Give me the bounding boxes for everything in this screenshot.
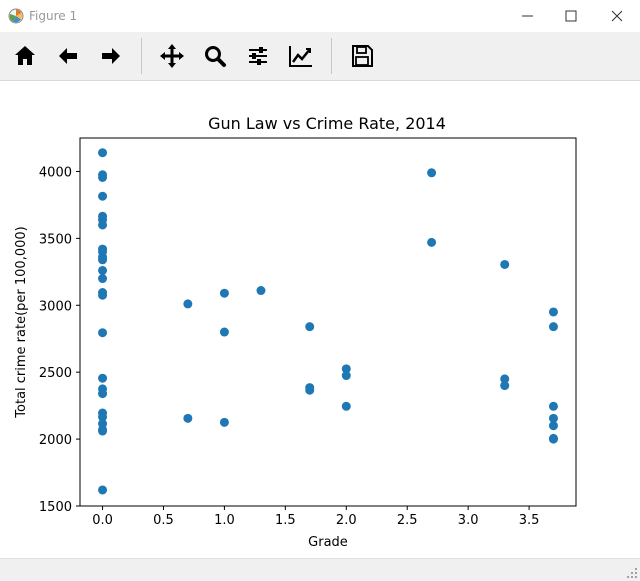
data-point <box>219 417 229 427</box>
data-point <box>98 220 108 230</box>
arrow-left-icon <box>59 48 77 64</box>
y-tick-label: 3500 <box>39 232 72 247</box>
x-tick-label: 3.5 <box>519 513 540 528</box>
move-icon <box>160 44 184 68</box>
plot-area-frame <box>79 137 577 507</box>
y-tick-label: 2500 <box>39 366 72 381</box>
data-point <box>98 172 108 182</box>
scatter-chart: Gun Law vs Crime Rate, 2014 0.0 0.5 1.0 1.5… <box>14 114 577 550</box>
configure-subplots-button[interactable] <box>243 41 273 71</box>
chart-line-icon <box>289 46 312 67</box>
matplotlib-logo-icon <box>8 8 24 24</box>
x-tick-label: 2.0 <box>336 513 357 528</box>
figure-canvas[interactable]: Gun Law vs Crime Rate, 2014 0.0 0.5 1.0 1.5… <box>0 81 640 558</box>
toolbar-separator <box>331 38 332 74</box>
data-point <box>183 413 193 423</box>
data-point <box>548 401 558 411</box>
data-point <box>341 364 351 374</box>
data-point <box>98 191 108 201</box>
forward-button[interactable] <box>96 41 126 71</box>
data-point <box>98 328 108 338</box>
data-point <box>305 385 315 395</box>
window-titlebar: Figure 1 <box>0 0 640 32</box>
home-icon <box>15 46 35 65</box>
minimize-button[interactable] <box>502 0 548 32</box>
save-button[interactable] <box>347 41 377 71</box>
chart-title: Gun Law vs Crime Rate, 2014 <box>208 114 446 133</box>
status-bar <box>0 558 640 581</box>
data-point <box>500 374 510 384</box>
arrow-right-icon <box>102 48 120 64</box>
close-icon <box>611 10 623 22</box>
data-point <box>341 401 351 411</box>
minimize-icon <box>522 15 533 17</box>
chart-marks <box>98 148 558 495</box>
edit-axis-button[interactable] <box>286 41 316 71</box>
y-tick-label: 4000 <box>39 165 72 180</box>
data-point <box>98 373 108 383</box>
data-point <box>256 286 266 296</box>
data-point <box>548 421 558 431</box>
y-tick-label: 3000 <box>39 299 72 314</box>
x-tick-label: 0.0 <box>92 513 113 528</box>
close-button[interactable] <box>594 0 640 32</box>
zoom-button[interactable] <box>200 41 230 71</box>
data-point <box>548 413 558 423</box>
y-tick-label: 1500 <box>39 500 72 515</box>
home-button[interactable] <box>10 41 40 71</box>
window-title: Figure 1 <box>29 9 78 23</box>
data-point <box>305 322 315 332</box>
maximize-icon <box>565 10 577 22</box>
magnifier-icon <box>205 46 226 67</box>
toolbar-separator <box>141 38 142 74</box>
resize-grip-icon[interactable] <box>626 567 638 579</box>
data-point <box>98 290 108 300</box>
data-point <box>98 255 108 265</box>
data-point <box>427 168 437 178</box>
sliders-icon <box>249 47 267 65</box>
data-point <box>98 274 108 284</box>
x-tick-label: 1.5 <box>275 513 296 528</box>
data-point <box>98 485 108 495</box>
data-point <box>219 327 229 337</box>
data-point <box>98 148 108 158</box>
back-button[interactable] <box>53 41 83 71</box>
data-point <box>500 259 510 269</box>
data-point <box>548 307 558 317</box>
data-point <box>183 299 193 309</box>
data-point <box>98 389 108 399</box>
x-tick-label: 1.0 <box>214 513 235 528</box>
y-axis: 1500 2000 2500 3000 3500 4000 <box>39 165 80 515</box>
data-point <box>548 322 558 332</box>
floppy-disk-icon <box>352 45 373 67</box>
data-point <box>341 371 351 381</box>
navigation-toolbar <box>0 32 640 81</box>
x-tick-label: 3.0 <box>458 513 479 528</box>
data-point <box>500 381 510 391</box>
data-point <box>548 433 558 443</box>
x-axis-label: Grade <box>308 535 348 550</box>
data-point <box>219 288 229 298</box>
y-axis-label: Total crime rate(per 100,000) <box>14 226 29 418</box>
data-point <box>427 237 437 247</box>
data-point <box>98 412 108 422</box>
y-tick-label: 2000 <box>39 433 72 448</box>
pan-button[interactable] <box>157 41 187 71</box>
x-tick-label: 2.5 <box>397 513 418 528</box>
x-axis: 0.0 0.5 1.0 1.5 2.0 2.5 3.0 3.5 <box>92 506 539 528</box>
data-point <box>98 426 108 436</box>
x-tick-label: 0.5 <box>153 513 174 528</box>
maximize-button[interactable] <box>548 0 594 32</box>
data-point <box>98 265 108 275</box>
